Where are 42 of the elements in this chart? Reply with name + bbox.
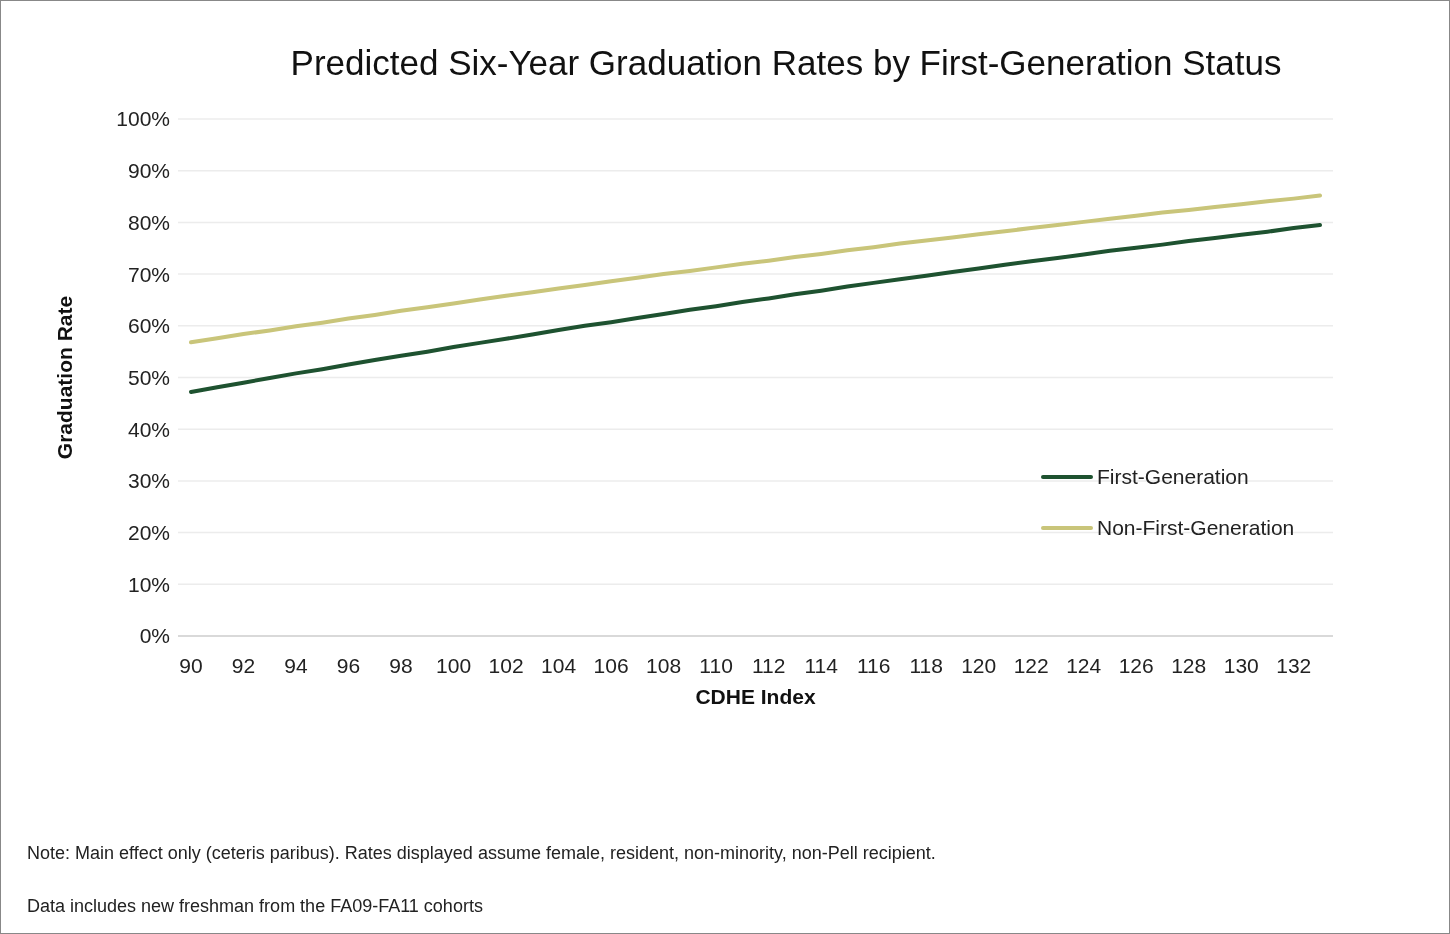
- x-tick-label: 132: [1276, 653, 1312, 677]
- x-axis-title: CDHE Index: [695, 685, 816, 708]
- y-tick-label: 100%: [116, 107, 170, 131]
- x-tick-label: 110: [699, 653, 733, 677]
- x-tick-label: 128: [1171, 653, 1207, 677]
- text: Data includes new freshman from the FA09-FA11 cohorts: [27, 896, 483, 917]
- line-series: [189, 222, 1322, 394]
- chart-title: Predicted Six-Year Graduation Rates by First-Generation Status: [289, 43, 1283, 83]
- x-tick-label: 104: [541, 653, 577, 677]
- x-tick-label: 98: [389, 653, 413, 677]
- y-tick-label: 30%: [127, 469, 170, 493]
- y-tick-label: 20%: [127, 521, 170, 545]
- x-tick-label: 122: [1013, 653, 1049, 677]
- x-tick-label: 90: [179, 653, 203, 677]
- y-tick-label: 50%: [127, 365, 170, 389]
- x-tick-label: 100: [436, 653, 472, 677]
- x-tick-label: 108: [646, 653, 682, 677]
- x-tick-label: 106: [593, 653, 629, 677]
- x-tick-label: 114: [804, 653, 839, 677]
- y-tick-label: 80%: [127, 210, 170, 234]
- y-tick-label: 40%: [127, 417, 170, 441]
- x-tick-label: 116: [856, 653, 891, 677]
- y-tick-label: 0%: [139, 624, 170, 648]
- x-tick-label: 130: [1223, 653, 1259, 677]
- x-tick-label: 124: [1066, 653, 1102, 677]
- x-tick-label: 120: [961, 653, 997, 677]
- text: Note: Main effect only (ceteris paribus). Rates displayed assume female, resident, non-minority, non-Pell recipient.: [27, 843, 936, 864]
- x-tick-label: 118: [909, 653, 943, 677]
- x-tick-label: 96: [336, 653, 361, 677]
- y-tick-label: 10%: [127, 572, 170, 596]
- legend-label: Non-First-Generation: [1097, 515, 1295, 540]
- x-tick-label: 94: [284, 653, 309, 677]
- line-series: [189, 193, 1322, 345]
- y-tick-label: 70%: [127, 262, 170, 286]
- y-axis-title: Graduation Rate: [53, 295, 77, 460]
- legend-label: First-Generation: [1097, 464, 1249, 489]
- y-tick-label: 60%: [127, 314, 170, 338]
- x-tick-label: 102: [488, 653, 524, 677]
- x-tick-label: 126: [1118, 653, 1154, 677]
- x-tick-label: 112: [751, 653, 786, 677]
- x-tick-label: 92: [231, 653, 256, 677]
- y-tick-label: 90%: [127, 159, 170, 183]
